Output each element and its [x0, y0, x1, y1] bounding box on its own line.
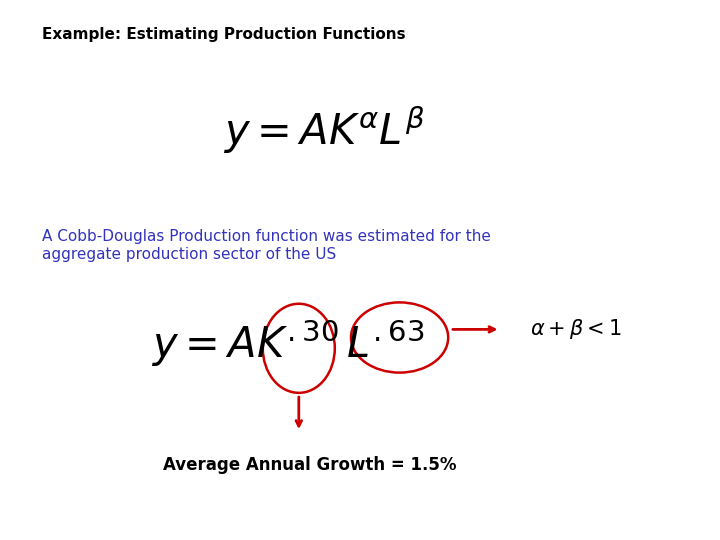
Text: $y = AK^{.30}\,L^{.63}$: $y = AK^{.30}\,L^{.63}$	[151, 317, 425, 369]
Text: Average Annual Growth = 1.5%: Average Annual Growth = 1.5%	[163, 456, 456, 474]
Text: A Cobb-Douglas Production function was estimated for the
aggregate production se: A Cobb-Douglas Production function was e…	[42, 230, 490, 262]
Text: Example: Estimating Production Functions: Example: Estimating Production Functions	[42, 27, 405, 42]
Text: $y = AK^{\alpha} L^{\beta}$: $y = AK^{\alpha} L^{\beta}$	[223, 104, 425, 156]
Text: $\alpha + \beta < 1$: $\alpha + \beta < 1$	[530, 318, 622, 341]
